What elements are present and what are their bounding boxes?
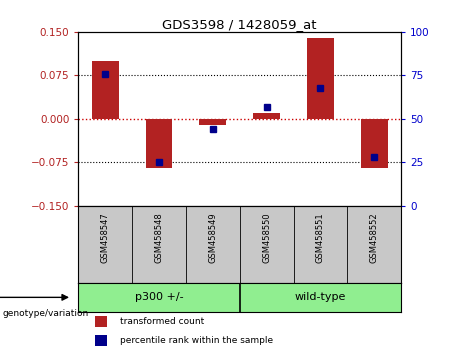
Bar — [307, 38, 334, 119]
Text: GSM458549: GSM458549 — [208, 212, 217, 263]
Bar — [92, 61, 118, 119]
Title: GDS3598 / 1428059_at: GDS3598 / 1428059_at — [162, 18, 317, 31]
Text: percentile rank within the sample: percentile rank within the sample — [120, 336, 273, 345]
Bar — [361, 119, 388, 168]
Text: GSM458548: GSM458548 — [154, 212, 164, 263]
Text: GSM458552: GSM458552 — [370, 212, 378, 263]
FancyBboxPatch shape — [95, 316, 107, 327]
Text: wild-type: wild-type — [295, 292, 346, 302]
Text: genotype/variation: genotype/variation — [2, 309, 89, 318]
Text: GSM458550: GSM458550 — [262, 212, 271, 263]
FancyBboxPatch shape — [95, 335, 107, 346]
Text: p300 +/-: p300 +/- — [135, 292, 183, 302]
Text: GSM458547: GSM458547 — [101, 212, 110, 263]
Bar — [253, 113, 280, 119]
Bar — [199, 119, 226, 125]
Bar — [146, 119, 172, 168]
Text: transformed count: transformed count — [120, 317, 205, 326]
Text: GSM458551: GSM458551 — [316, 212, 325, 263]
